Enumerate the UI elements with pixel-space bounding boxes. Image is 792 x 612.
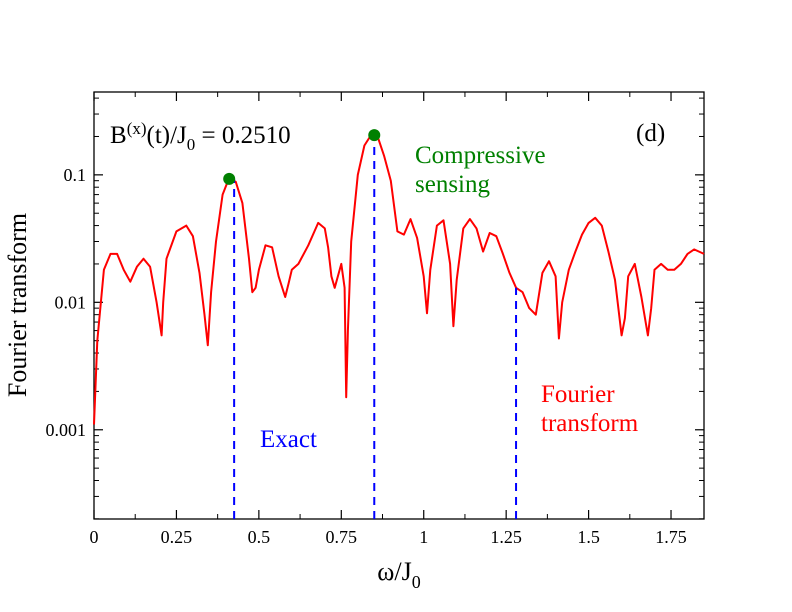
compressive-sensing-point <box>223 172 236 185</box>
x-tick-labels: 0 0.25 0.5 0.75 1 1.25 1.5 1.75 <box>90 527 687 547</box>
series-layer <box>93 129 705 519</box>
compressive-sensing-point <box>368 129 381 142</box>
y-tick-label: 0.01 <box>55 292 87 312</box>
x-axis-label-sub: 0 <box>412 572 421 592</box>
fourier-label-line1: Fourier <box>541 381 615 408</box>
x-axis-label-main: ω/J <box>377 557 411 586</box>
field-label-sub: 0 <box>187 135 196 154</box>
x-tick-label: 1.5 <box>577 527 600 547</box>
x-tick-label: 0.5 <box>248 527 271 547</box>
x-tick-label: 1.75 <box>655 527 687 547</box>
x-tick-label: 1 <box>419 527 428 547</box>
field-label-sup: (x) <box>127 119 147 138</box>
field-label-base: B <box>110 122 127 149</box>
y-tick-labels: 0.1 0.01 0.001 <box>46 165 87 440</box>
x-axis-label: ω/J0 <box>377 557 420 592</box>
y-tick-label: 0.1 <box>64 165 87 185</box>
compressive-label-line2: sensing <box>415 171 491 198</box>
x-tick-label: 0 <box>90 527 99 547</box>
exact-label: Exact <box>260 426 317 453</box>
x-tick-label: 1.25 <box>490 527 522 547</box>
field-label-value: = 0.2510 <box>195 122 290 149</box>
x-tick-label: 0.75 <box>326 527 358 547</box>
axis-ticks <box>93 92 704 520</box>
panel-label: (d) <box>636 120 665 147</box>
plot-frame <box>93 91 705 520</box>
x-tick-label: 0.25 <box>161 527 193 547</box>
fourier-label-line2: transform <box>541 410 639 437</box>
y-tick-label: 0.001 <box>46 420 87 440</box>
y-axis-label: Fourier transform <box>3 213 32 397</box>
fourier-transform-line <box>93 132 705 425</box>
field-label: B(x)(t)/J0 = 0.2510 <box>110 119 291 154</box>
field-label-mid: (t)/J <box>147 122 188 149</box>
compressive-label-line1: Compressive <box>415 142 546 169</box>
